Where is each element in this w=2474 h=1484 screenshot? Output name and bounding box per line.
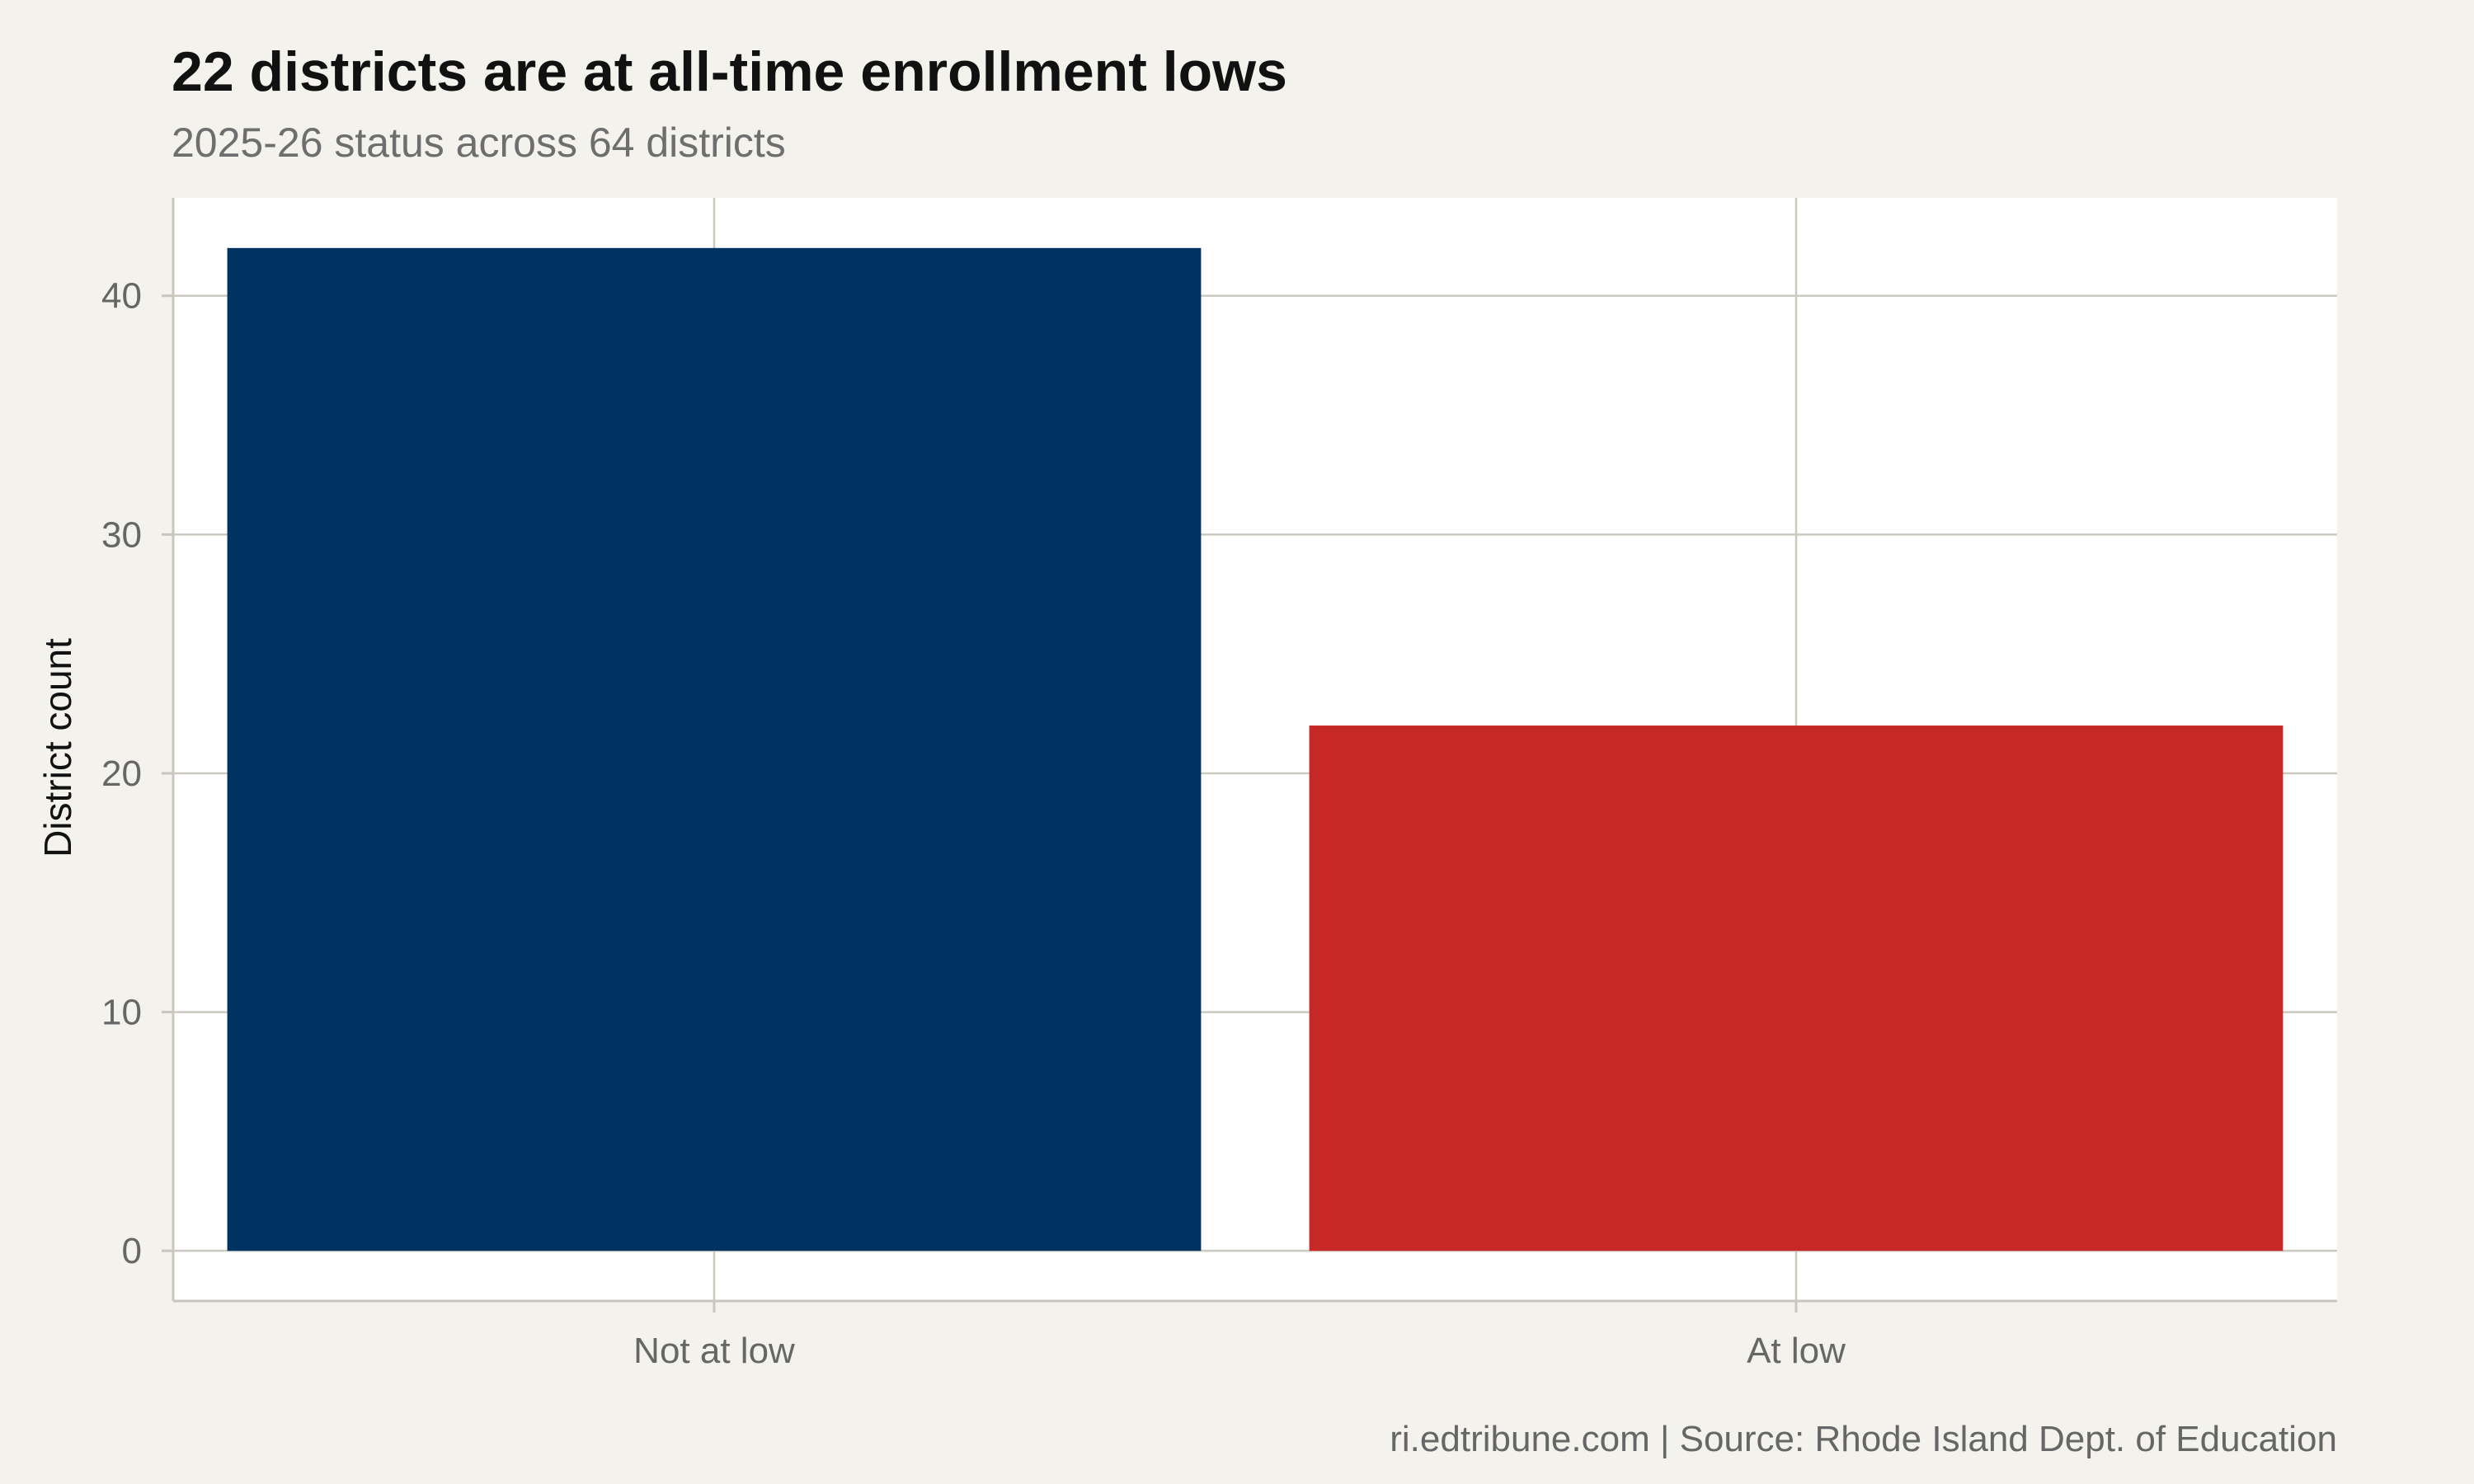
y-tick-label: 0	[122, 1231, 142, 1271]
y-tick-label: 20	[101, 754, 142, 794]
bars	[227, 247, 2284, 1252]
y-tick-label: 30	[101, 514, 142, 555]
y-axis-title: District count	[36, 638, 79, 857]
x-tick-label: Not at low	[633, 1331, 795, 1371]
tick-labels: 0 10 20 30 40 Not at low At low	[101, 276, 1846, 1371]
bar-not-at-low	[227, 247, 1202, 1252]
chart-subtitle: 2025-26 status across 64 districts	[172, 120, 786, 166]
chart-title: 22 districts are at all-time enrollment …	[172, 40, 1287, 103]
y-tick-label: 40	[101, 276, 142, 317]
y-tick-label: 10	[101, 993, 142, 1033]
bar-at-low	[1309, 726, 2284, 1252]
x-tick-label: At low	[1747, 1331, 1846, 1371]
axes	[162, 198, 2337, 1313]
chart-caption: ri.edtribune.com | Source: Rhode Island …	[1390, 1419, 2337, 1459]
